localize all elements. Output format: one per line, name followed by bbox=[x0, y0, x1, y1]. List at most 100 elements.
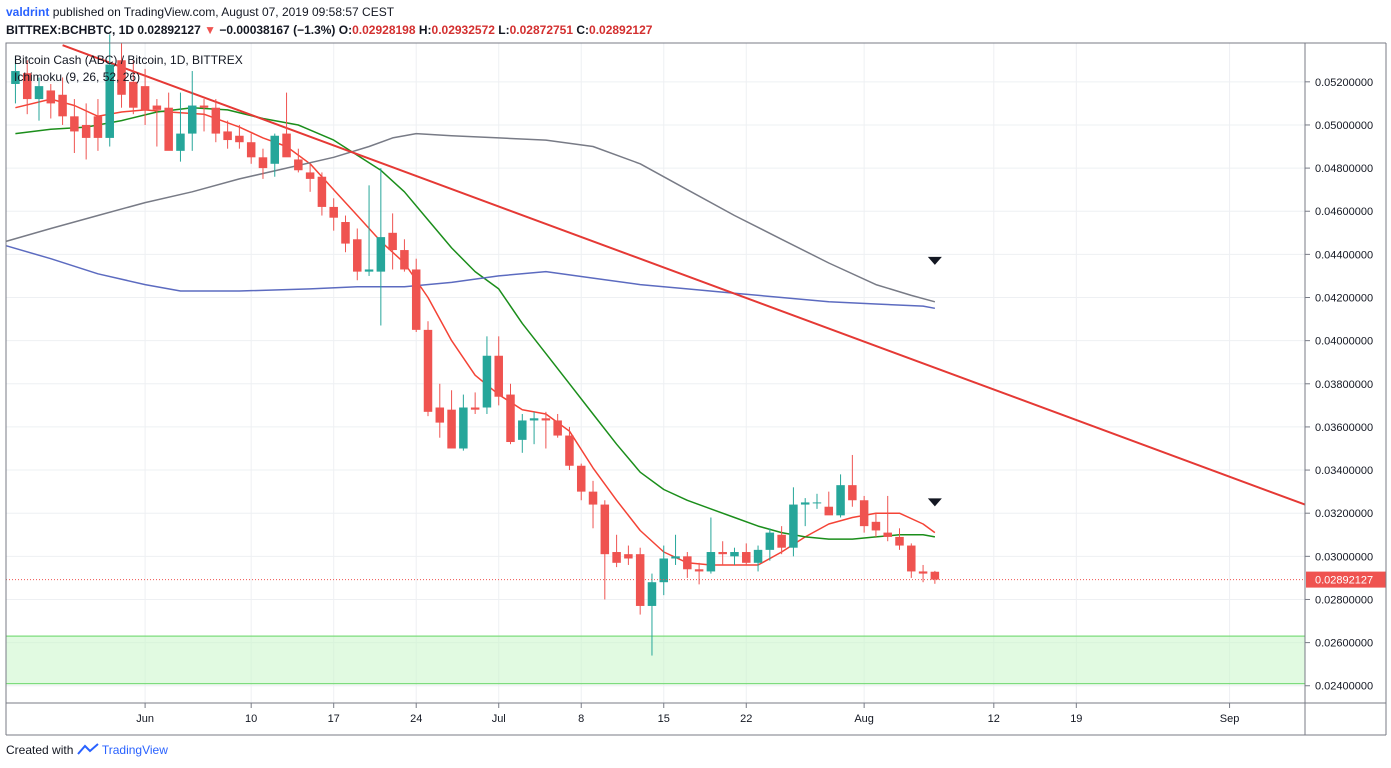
candle-down bbox=[81, 103, 91, 160]
candle-body bbox=[529, 418, 539, 421]
publish-text: published on TradingView.com, August 07,… bbox=[52, 5, 395, 19]
candle-body bbox=[447, 409, 456, 449]
candle-body bbox=[70, 116, 79, 132]
y-tick-label: 0.04600000 bbox=[1315, 206, 1373, 218]
candle-up bbox=[647, 573, 657, 656]
candle-body bbox=[859, 500, 869, 527]
author-name[interactable]: valdrint bbox=[6, 5, 50, 19]
candle-down bbox=[258, 148, 268, 179]
legend-series-title: Bitcoin Cash (ABC) / Bitcoin, 1D, BITTRE… bbox=[14, 53, 243, 67]
candle-up bbox=[34, 77, 44, 121]
candle-body bbox=[46, 90, 56, 104]
candle-body bbox=[353, 239, 362, 272]
low-value: 0.02872751 bbox=[509, 23, 574, 37]
candle-body bbox=[624, 554, 633, 559]
candle-body bbox=[341, 222, 350, 244]
candle-down bbox=[211, 99, 221, 143]
candle-body bbox=[494, 355, 503, 397]
candle-body bbox=[506, 394, 515, 443]
y-tick-label: 0.03200000 bbox=[1315, 508, 1373, 520]
indicator-line-0 bbox=[15, 98, 936, 566]
candle-body bbox=[187, 105, 197, 134]
candle-down bbox=[70, 99, 79, 153]
candle-body bbox=[140, 86, 150, 110]
candle-up bbox=[836, 474, 845, 518]
candle-down bbox=[46, 83, 56, 119]
candle-down bbox=[541, 411, 551, 449]
candle-body bbox=[294, 159, 303, 171]
candle-down bbox=[859, 495, 869, 533]
tradingview-brand[interactable]: TradingView bbox=[101, 743, 168, 757]
price-change: −0.00038167 (−1.3%) bbox=[219, 23, 336, 37]
candle-down bbox=[164, 92, 173, 151]
candle-body bbox=[117, 60, 126, 95]
candle-down bbox=[612, 534, 621, 568]
indicator-line-3 bbox=[5, 244, 936, 310]
candle-up bbox=[187, 71, 197, 151]
candle-up bbox=[376, 168, 386, 326]
candle-down bbox=[506, 383, 515, 445]
chart-legend: Bitcoin Cash (ABC) / Bitcoin, 1D, BITTRE… bbox=[14, 52, 243, 86]
candle-up bbox=[482, 336, 492, 414]
x-tick-label: 17 bbox=[328, 713, 340, 725]
candle-up bbox=[659, 545, 669, 596]
candle-down bbox=[400, 239, 409, 272]
candle-down bbox=[388, 213, 397, 270]
x-tick-label: 22 bbox=[740, 713, 752, 725]
y-tick-label: 0.03000000 bbox=[1315, 551, 1373, 563]
candle-down bbox=[447, 390, 456, 449]
x-tick-label: Sep bbox=[1220, 713, 1240, 725]
candle-down bbox=[588, 480, 598, 529]
candle-up bbox=[789, 487, 798, 557]
candle-body bbox=[824, 506, 834, 516]
candle-body bbox=[152, 105, 162, 110]
candle-body bbox=[518, 420, 527, 440]
down-arrow-icon bbox=[927, 498, 942, 507]
candle-up bbox=[270, 133, 280, 177]
candle-body bbox=[459, 407, 468, 449]
x-tick-label: Jul bbox=[492, 713, 506, 725]
candle-body bbox=[411, 269, 421, 330]
candle-down bbox=[624, 545, 633, 565]
candle-down bbox=[223, 120, 232, 149]
candle-body bbox=[129, 81, 138, 108]
publish-info: valdrint published on TradingView.com, A… bbox=[6, 4, 1386, 20]
candle-body bbox=[317, 176, 327, 207]
support-zone-fill bbox=[6, 636, 1305, 684]
candle-down bbox=[600, 500, 610, 600]
candle-body bbox=[848, 485, 857, 501]
last-price: 0.02892127 bbox=[137, 23, 201, 37]
quote-bar: BITTREX:BCHBTC, 1D 0.02892127 ▼ −0.00038… bbox=[6, 22, 652, 38]
candle-body bbox=[895, 536, 904, 546]
candle-down bbox=[895, 528, 904, 550]
support-zone bbox=[6, 635, 1305, 685]
candle-down bbox=[411, 258, 421, 333]
y-tick-label: 0.04800000 bbox=[1315, 163, 1373, 175]
candle-down bbox=[282, 92, 291, 158]
candle-down bbox=[294, 148, 303, 173]
candle-body bbox=[907, 545, 916, 572]
x-tick-label: Jun bbox=[136, 713, 154, 725]
candle-up bbox=[730, 547, 739, 565]
candle-body bbox=[376, 237, 386, 272]
candle-down bbox=[22, 60, 32, 115]
candle-down bbox=[329, 198, 338, 231]
candle-down bbox=[553, 413, 562, 438]
candle-down bbox=[694, 562, 704, 585]
candle-body bbox=[836, 485, 845, 516]
candle-body bbox=[553, 420, 562, 436]
y-tick-label: 0.05200000 bbox=[1315, 77, 1373, 89]
candle-down bbox=[470, 392, 480, 414]
candle-body bbox=[612, 552, 621, 563]
down-triangle-icon: ▼ bbox=[204, 23, 216, 37]
indicator-line-1 bbox=[15, 106, 936, 540]
candle-up bbox=[706, 517, 716, 574]
created-with-text: Created with bbox=[6, 743, 74, 757]
candle-down bbox=[907, 543, 916, 578]
candle-body bbox=[211, 107, 221, 134]
y-tick-label: 0.02600000 bbox=[1315, 638, 1373, 650]
candle-body bbox=[223, 131, 232, 141]
candle-body bbox=[635, 554, 645, 606]
candle-body bbox=[34, 86, 44, 100]
